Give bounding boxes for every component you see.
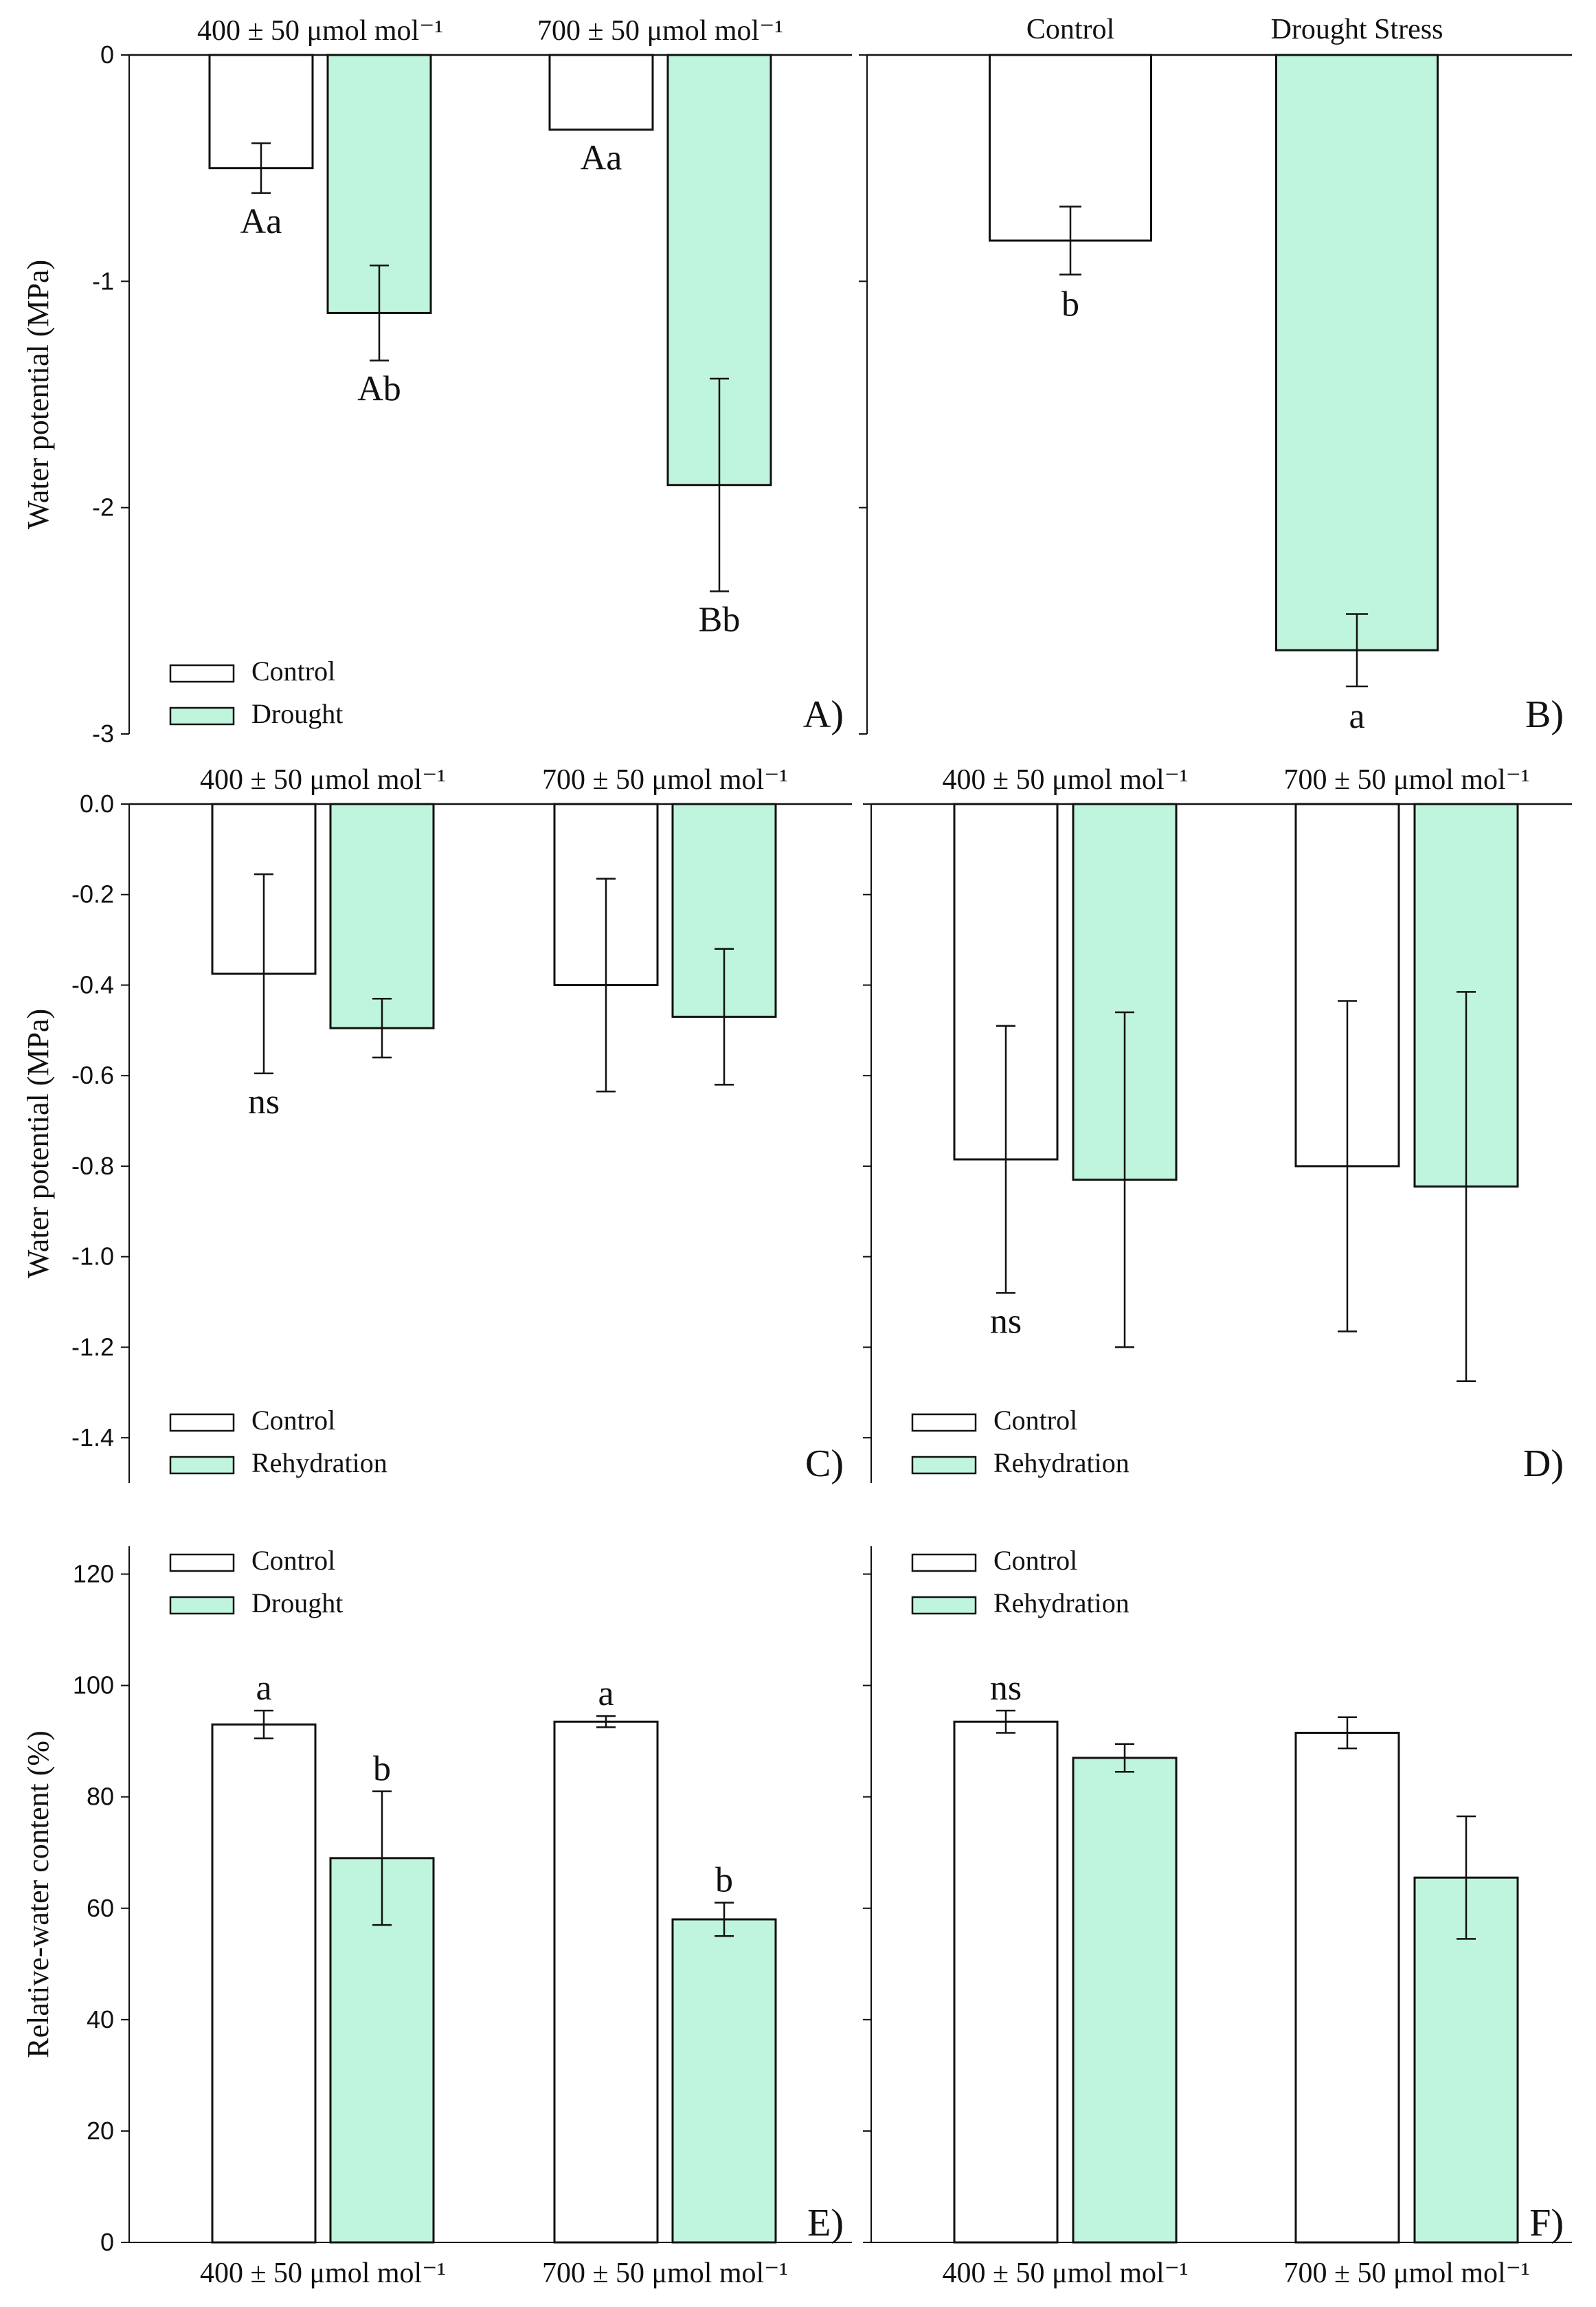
- category-label: 700 ± 50 μmol mol⁻¹: [537, 15, 783, 47]
- legend-swatch: [169, 664, 235, 683]
- bar: [553, 1720, 659, 2244]
- legend-swatch: [169, 706, 235, 726]
- y-axis-title: Relative-water content (%): [21, 1730, 55, 2058]
- legend-label: Control: [993, 1545, 1077, 1576]
- y-tick-label: -1.4: [71, 1423, 114, 1451]
- legend-label: Control: [993, 1405, 1077, 1436]
- category-label: 700 ± 50 μmol mol⁻¹: [542, 764, 788, 796]
- panel-a: 0 -1 -2 -3 Water potential (MPa) 400 ± 50 μmo…: [21, 15, 852, 748]
- legend-swatch: [169, 1553, 235, 1572]
- legend-swatch: [169, 1413, 235, 1432]
- panel-label: B): [1525, 693, 1564, 736]
- legend-label: Control: [251, 1405, 335, 1436]
- panel-label: A): [803, 693, 844, 736]
- bar: [329, 803, 435, 1029]
- category-label: 400 ± 50 μmol mol⁻¹: [197, 15, 443, 47]
- significance-label: a: [256, 1669, 271, 1708]
- panel-b: Control Drought Stress b a B): [859, 14, 1572, 736]
- category-label: 400 ± 50 μmol mol⁻¹: [942, 2258, 1188, 2289]
- bar: [211, 1723, 317, 2244]
- significance-label: b: [715, 1861, 733, 1900]
- legend-label: Drought: [251, 698, 343, 729]
- y-tick-label: -3: [92, 720, 114, 748]
- panel-label: C): [805, 1442, 844, 1485]
- significance-label: Aa: [240, 202, 282, 241]
- category-label: Drought Stress: [1271, 14, 1443, 45]
- y-tick-label: -0.4: [71, 970, 114, 999]
- panel-label: E): [807, 2202, 844, 2244]
- y-tick-label: -0.2: [71, 880, 114, 909]
- y-tick-label: 40: [87, 2005, 114, 2033]
- category-label: 400 ± 50 μmol mol⁻¹: [200, 2258, 446, 2289]
- y-tick-label: -0.6: [71, 1061, 114, 1089]
- y-tick-label: -2: [92, 493, 114, 522]
- y-tick-label: 0: [100, 2228, 114, 2256]
- y-axis-title: Water potential (MPa): [21, 1009, 55, 1278]
- legend-swatch: [911, 1456, 977, 1475]
- significance-label: a: [1349, 697, 1364, 736]
- panel-c: 0.0 -0.2 -0.4 -0.6 -0.8 -1.0 -1.2 -1.4 Water pot…: [21, 764, 852, 1485]
- legend-swatch: [911, 1553, 977, 1572]
- y-tick-label: -1.0: [71, 1242, 114, 1271]
- y-tick-label: 0.0: [80, 790, 114, 818]
- y-tick-label: 120: [73, 1560, 114, 1588]
- significance-label: Bb: [699, 601, 741, 640]
- y-tick-label: -1.2: [71, 1333, 114, 1361]
- legend-swatch: [169, 1456, 235, 1475]
- y-tick-label: 60: [87, 1894, 114, 1922]
- y-tick-label: 100: [73, 1671, 114, 1699]
- category-label: 400 ± 50 μmol mol⁻¹: [942, 764, 1188, 796]
- legend-swatch: [169, 1596, 235, 1615]
- bar: [548, 54, 654, 131]
- significance-label: ns: [248, 1082, 280, 1122]
- significance-label: ns: [990, 1302, 1022, 1341]
- bar: [1294, 1731, 1400, 2244]
- legend-label: Control: [251, 1545, 335, 1576]
- category-label: Control: [1026, 14, 1114, 45]
- significance-label: a: [598, 1674, 614, 1713]
- legend-label: Rehydration: [993, 1447, 1129, 1478]
- legend-label: Control: [251, 656, 335, 687]
- legend-label: Rehydration: [993, 1587, 1129, 1618]
- panel-e: 0 20 40 60 80 100 120 Relative-water content (%…: [21, 1545, 852, 2289]
- y-tick-label: -1: [92, 267, 114, 295]
- y-tick-label: 0: [100, 41, 114, 69]
- bar: [1072, 1757, 1178, 2244]
- category-label: 700 ± 50 μmol mol⁻¹: [1283, 764, 1529, 796]
- bar: [671, 1918, 777, 2244]
- legend-swatch: [911, 1413, 977, 1432]
- significance-label: b: [1061, 285, 1079, 324]
- category-label: 400 ± 50 μmol mol⁻¹: [200, 764, 446, 796]
- bar: [953, 1720, 1059, 2244]
- y-tick-label: 80: [87, 1783, 114, 1811]
- significance-label: Ab: [357, 370, 401, 409]
- panel-f: 400 ± 50 μmol mol⁻¹ 700 ± 50 μmol mol⁻¹ ns…: [863, 1545, 1572, 2289]
- category-label: 700 ± 50 μmol mol⁻¹: [1283, 2258, 1529, 2289]
- y-axis-title: Water potential (MPa): [21, 260, 55, 529]
- panel-label: F): [1529, 2202, 1564, 2244]
- y-tick-label: 20: [87, 2117, 114, 2145]
- bar: [1275, 54, 1439, 651]
- panel-d: 400 ± 50 μmol mol⁻¹ 700 ± 50 μmol mol⁻¹ ns…: [863, 764, 1572, 1485]
- legend-label: Drought: [251, 1587, 343, 1618]
- panel-label: D): [1523, 1442, 1564, 1485]
- significance-label: Aa: [581, 139, 622, 178]
- significance-label: ns: [990, 1669, 1022, 1708]
- y-tick-label: -0.8: [71, 1152, 114, 1180]
- legend-label: Rehydration: [251, 1447, 387, 1478]
- legend-swatch: [911, 1596, 977, 1615]
- significance-label: b: [373, 1750, 391, 1789]
- category-label: 700 ± 50 μmol mol⁻¹: [542, 2258, 788, 2289]
